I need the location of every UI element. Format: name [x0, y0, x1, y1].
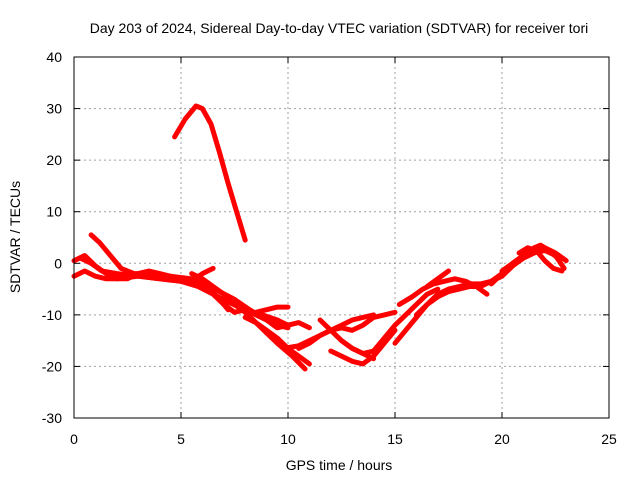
y-tick-label: -20 — [42, 358, 62, 374]
y-axis-label: SDTVAR / TECUs — [7, 181, 23, 293]
x-tick-label: 0 — [70, 431, 78, 447]
y-tick-label: 30 — [46, 101, 62, 117]
x-tick-labels: 0 5 10 15 20 25 — [70, 431, 617, 447]
series-line-s12 — [296, 312, 377, 351]
data-series — [71, 103, 569, 372]
x-tick-label: 10 — [280, 431, 296, 447]
series-line-s14 — [328, 327, 398, 367]
series-line-s9 — [242, 314, 312, 367]
x-tick-label: 25 — [601, 431, 617, 447]
x-tick-label: 15 — [387, 431, 403, 447]
y-tick-label: 0 — [54, 255, 62, 271]
axis-ticks — [73, 56, 610, 419]
x-axis-label: GPS time / hours — [286, 457, 393, 473]
series-line-s20 — [424, 268, 451, 289]
x-tick-label: 5 — [177, 431, 185, 447]
series-line-s8 — [221, 296, 291, 331]
series-line-s23 — [516, 245, 565, 274]
chart-title: Day 203 of 2024, Sidereal Day-to-day VTE… — [90, 20, 589, 36]
y-tick-label: -30 — [42, 410, 62, 426]
y-tick-labels: -30 -20 -10 0 10 20 30 40 — [42, 49, 62, 426]
y-tick-label: -10 — [42, 307, 62, 323]
series-line-s10 — [253, 304, 291, 315]
series-line-s5 — [172, 103, 248, 243]
y-tick-label: 40 — [46, 49, 62, 65]
series-line-s16 — [349, 309, 398, 333]
y-tick-label: 20 — [46, 152, 62, 168]
grid — [74, 57, 609, 418]
series-line-s15 — [339, 286, 441, 356]
plot-frame — [73, 56, 610, 419]
y-tick-label: 10 — [46, 204, 62, 220]
x-tick-label: 20 — [494, 431, 510, 447]
